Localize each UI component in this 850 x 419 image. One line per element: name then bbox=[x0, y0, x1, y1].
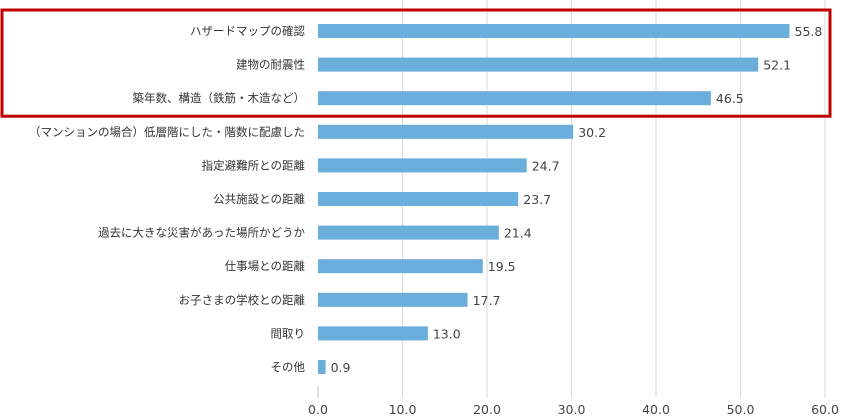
x-tick-label: 40.0 bbox=[642, 402, 670, 417]
category-label: 築年数、構造（鉄筋・木造など） bbox=[133, 91, 306, 105]
bar bbox=[318, 91, 711, 106]
data-label: 0.9 bbox=[331, 360, 351, 375]
data-label: 13.0 bbox=[433, 326, 461, 341]
bar bbox=[318, 158, 527, 173]
bar bbox=[318, 192, 519, 206]
highlight-box-group bbox=[0, 8, 832, 118]
bar bbox=[318, 57, 759, 72]
data-label: 17.7 bbox=[473, 293, 501, 308]
bar bbox=[318, 259, 483, 274]
category-label: 仕事場との距離 bbox=[225, 259, 306, 273]
category-label: （マンションの場合）低層階にした・階数に配慮した bbox=[29, 125, 305, 139]
x-tick-label: 30.0 bbox=[558, 402, 586, 417]
highlight-box bbox=[0, 8, 832, 118]
category-label: 間取り bbox=[271, 326, 306, 340]
bar bbox=[318, 292, 468, 307]
data-label: 24.7 bbox=[532, 158, 560, 173]
bar bbox=[318, 225, 499, 240]
bar bbox=[318, 124, 574, 139]
data-label: 55.8 bbox=[795, 24, 823, 39]
category-label: ハザードマップの確認 bbox=[190, 24, 305, 38]
category-label: その他 bbox=[271, 360, 306, 374]
data-label: 30.2 bbox=[578, 125, 606, 140]
data-label: 21.4 bbox=[504, 226, 532, 241]
category-label: お子さまの学校との距離 bbox=[179, 293, 306, 307]
bars bbox=[318, 24, 790, 374]
data-label: 46.5 bbox=[716, 91, 744, 106]
data-label: 19.5 bbox=[488, 259, 516, 274]
category-label: 指定避難所との距離 bbox=[202, 158, 306, 172]
value-labels: 55.8 52.1 46.5 30.2 24.7 23.7 21.4 19.5 17.7 13.0… bbox=[331, 24, 823, 375]
bar bbox=[318, 360, 326, 374]
category-label: 公共施設との距離 bbox=[213, 192, 305, 206]
x-tick-label: 20.0 bbox=[473, 402, 501, 417]
bar bbox=[318, 24, 790, 38]
category-label: 過去に大きな災害があった場所かどうか bbox=[98, 226, 305, 240]
x-tick-label: 50.0 bbox=[727, 402, 755, 417]
x-tick-label: 60.0 bbox=[811, 402, 839, 417]
x-tick-label: 0.0 bbox=[308, 402, 328, 417]
x-axis-tick-labels: 0.0 10.0 20.0 30.0 40.0 50.0 60.0 bbox=[308, 402, 839, 417]
x-tick-label: 10.0 bbox=[389, 402, 417, 417]
bar bbox=[318, 326, 428, 341]
data-label: 23.7 bbox=[523, 192, 551, 207]
data-label: 52.1 bbox=[763, 58, 791, 73]
category-label: 建物の耐震性 bbox=[236, 58, 305, 72]
